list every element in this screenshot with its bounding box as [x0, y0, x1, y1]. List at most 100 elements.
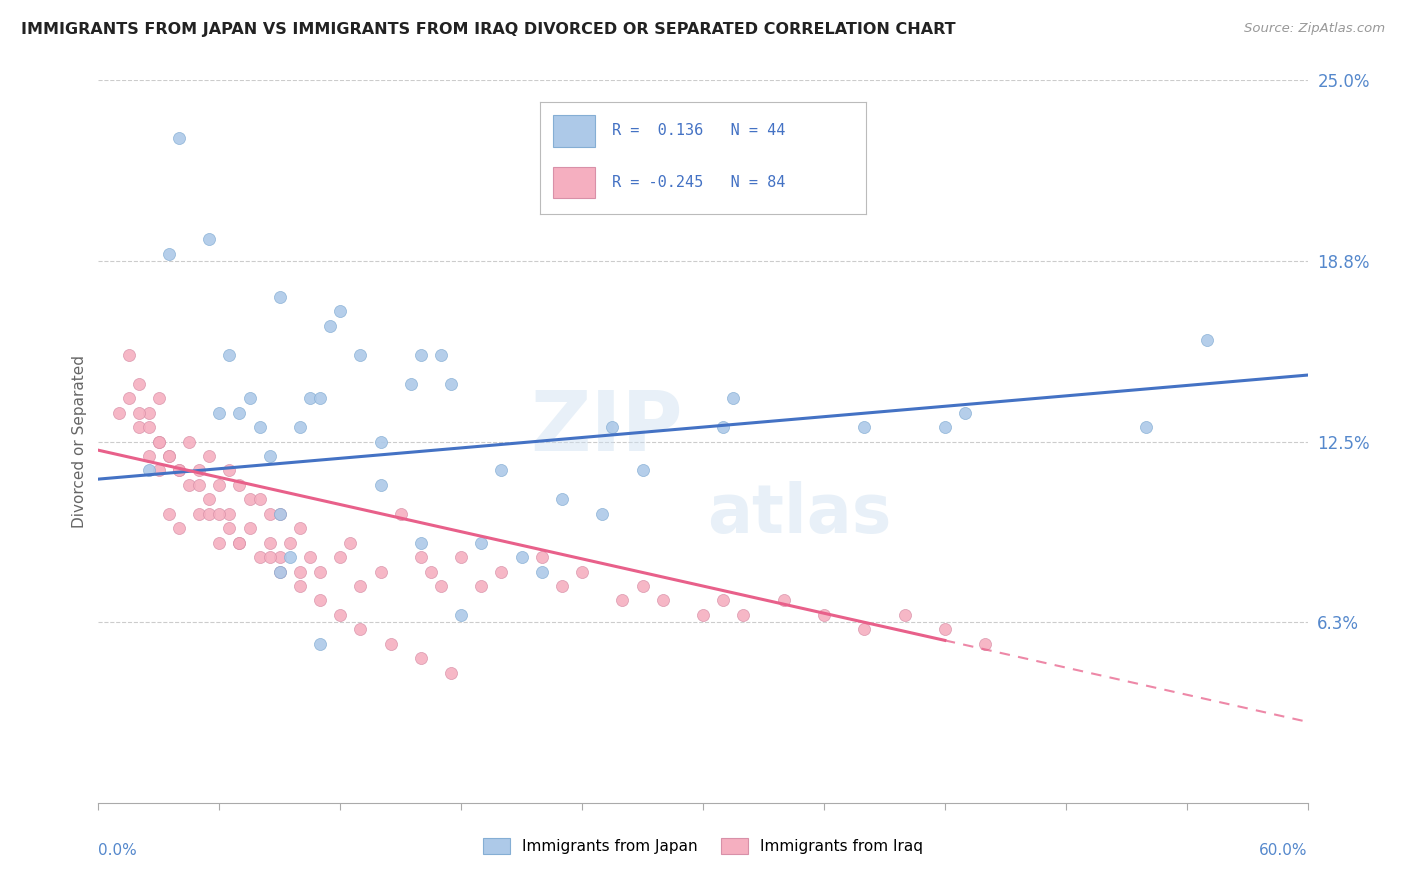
Point [218, 521, 240, 535]
Point [198, 232, 221, 246]
Point [167, 463, 190, 477]
Point [228, 406, 250, 420]
Point [772, 593, 794, 607]
Point [299, 550, 322, 565]
Point [208, 406, 231, 420]
Point [208, 535, 231, 549]
Point [380, 637, 402, 651]
Point [450, 607, 472, 622]
Legend: Immigrants from Japan, Immigrants from Iraq: Immigrants from Japan, Immigrants from I… [477, 832, 929, 860]
Point [329, 607, 352, 622]
Point [349, 348, 371, 362]
Point [309, 593, 332, 607]
Point [934, 623, 956, 637]
Point [188, 478, 211, 492]
Text: ZIP: ZIP [530, 386, 682, 467]
Point [278, 535, 301, 549]
Point [208, 507, 231, 521]
Point [631, 579, 654, 593]
Point [723, 391, 745, 405]
Point [711, 593, 734, 607]
Point [269, 550, 291, 565]
Point [733, 607, 755, 622]
Point [148, 463, 170, 477]
Point [288, 565, 311, 579]
Point [167, 131, 190, 145]
Point [278, 550, 301, 565]
Point [198, 492, 221, 507]
Point [138, 420, 160, 434]
Point [259, 550, 281, 565]
Point [953, 406, 976, 420]
Point [208, 478, 231, 492]
Point [491, 463, 513, 477]
Point [893, 607, 915, 622]
Point [409, 348, 432, 362]
Point [470, 579, 492, 593]
Point [934, 420, 956, 434]
Point [612, 593, 634, 607]
Point [551, 579, 574, 593]
Point [420, 565, 443, 579]
Point [269, 565, 291, 579]
Point [148, 391, 170, 405]
Point [288, 521, 311, 535]
Point [510, 550, 533, 565]
Point [157, 507, 180, 521]
Point [1195, 334, 1218, 348]
Point [409, 550, 432, 565]
Text: atlas: atlas [707, 481, 891, 547]
Point [813, 607, 835, 622]
Text: IMMIGRANTS FROM JAPAN VS IMMIGRANTS FROM IRAQ DIVORCED OR SEPARATED CORRELATION : IMMIGRANTS FROM JAPAN VS IMMIGRANTS FROM… [21, 22, 956, 37]
Point [128, 406, 150, 420]
Point [179, 478, 201, 492]
Point [319, 318, 342, 333]
Text: 0.0%: 0.0% [98, 843, 138, 857]
Point [198, 507, 221, 521]
Point [309, 565, 332, 579]
Text: Source: ZipAtlas.com: Source: ZipAtlas.com [1244, 22, 1385, 36]
Point [450, 550, 472, 565]
Point [853, 420, 876, 434]
Point [138, 406, 160, 420]
Point [138, 463, 160, 477]
Point [218, 348, 240, 362]
Point [631, 463, 654, 477]
Point [228, 535, 250, 549]
Point [188, 463, 211, 477]
Point [269, 565, 291, 579]
Point [651, 593, 673, 607]
Point [591, 507, 613, 521]
Point [118, 348, 141, 362]
Point [157, 246, 180, 260]
Point [228, 478, 250, 492]
Point [179, 434, 201, 449]
Point [228, 535, 250, 549]
Point [288, 579, 311, 593]
Point [711, 420, 734, 434]
Point [299, 391, 322, 405]
Point [148, 434, 170, 449]
Point [853, 623, 876, 637]
Point [118, 391, 141, 405]
Text: 60.0%: 60.0% [1260, 843, 1308, 857]
Point [269, 290, 291, 304]
Point [571, 565, 593, 579]
Point [349, 579, 371, 593]
Point [349, 623, 371, 637]
Point [339, 535, 361, 549]
Point [259, 507, 281, 521]
Point [1135, 420, 1157, 434]
Point [602, 420, 624, 434]
Point [269, 507, 291, 521]
Point [167, 463, 190, 477]
Point [157, 449, 180, 463]
Point [249, 420, 271, 434]
Point [259, 535, 281, 549]
Point [239, 521, 262, 535]
Point [157, 449, 180, 463]
Point [288, 420, 311, 434]
Point [309, 391, 332, 405]
Point [329, 304, 352, 318]
Point [309, 637, 332, 651]
